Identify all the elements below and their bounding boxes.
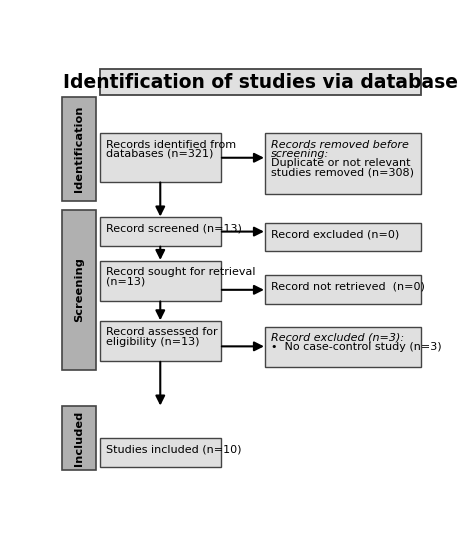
Text: databases (n=321): databases (n=321) (106, 149, 213, 159)
FancyBboxPatch shape (265, 276, 421, 304)
Text: Included: Included (74, 410, 84, 466)
Text: Duplicate or not relevant: Duplicate or not relevant (271, 158, 410, 168)
Text: Identification of studies via database: Identification of studies via database (63, 73, 458, 92)
FancyBboxPatch shape (62, 210, 96, 369)
Text: Screening: Screening (74, 258, 84, 322)
FancyBboxPatch shape (100, 69, 421, 95)
Text: screening:: screening: (271, 149, 329, 159)
FancyBboxPatch shape (100, 321, 221, 361)
Text: eligibility (n=13): eligibility (n=13) (106, 336, 200, 347)
Text: (n=13): (n=13) (106, 276, 145, 286)
FancyBboxPatch shape (100, 438, 221, 467)
FancyBboxPatch shape (265, 133, 421, 195)
Text: Record excluded (n=0): Record excluded (n=0) (271, 229, 400, 239)
FancyBboxPatch shape (100, 133, 221, 182)
Text: Record assessed for: Record assessed for (106, 327, 218, 338)
Text: Record not retrieved  (n=0): Record not retrieved (n=0) (271, 282, 425, 292)
FancyBboxPatch shape (100, 261, 221, 301)
Text: Record sought for retrieval: Record sought for retrieval (106, 267, 255, 277)
Text: Record screened (n=13): Record screened (n=13) (106, 224, 242, 233)
Text: Record excluded (n=3):: Record excluded (n=3): (271, 333, 404, 343)
Text: •  No case-control study (n=3): • No case-control study (n=3) (271, 342, 442, 352)
FancyBboxPatch shape (62, 406, 96, 470)
FancyBboxPatch shape (265, 327, 421, 367)
Text: Identification: Identification (74, 106, 84, 192)
Text: Records removed before: Records removed before (271, 140, 409, 150)
Text: Records identified from: Records identified from (106, 140, 236, 150)
FancyBboxPatch shape (265, 222, 421, 252)
Text: Studies included (n=10): Studies included (n=10) (106, 444, 241, 454)
FancyBboxPatch shape (100, 217, 221, 246)
Text: studies removed (n=308): studies removed (n=308) (271, 168, 414, 178)
FancyBboxPatch shape (62, 98, 96, 201)
